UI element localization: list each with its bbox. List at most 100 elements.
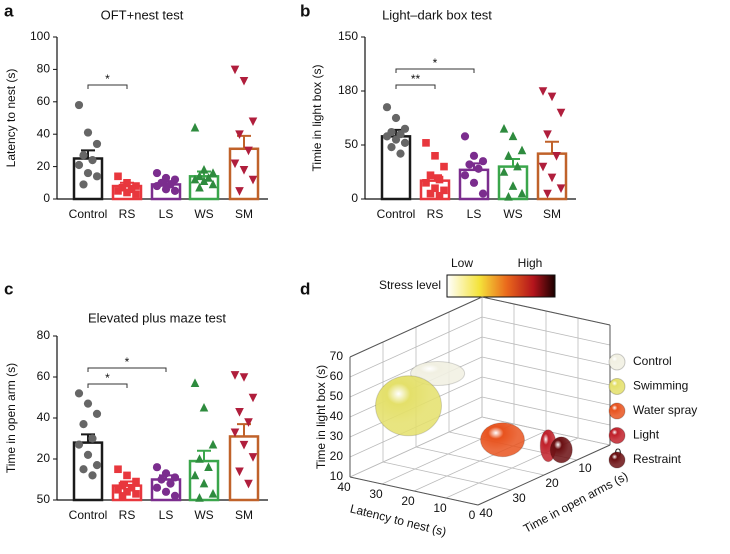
data-point xyxy=(435,191,444,200)
significance-bracket xyxy=(87,383,128,388)
data-point xyxy=(92,139,102,149)
data-point xyxy=(244,146,253,156)
y-axis-label: Time in open arms (s) xyxy=(521,469,630,536)
data-point xyxy=(543,189,552,199)
y-tick-label: 150 xyxy=(338,29,358,43)
x-tick-label: WS xyxy=(503,207,522,221)
panel-letter: b xyxy=(300,1,310,20)
data-point xyxy=(469,151,479,160)
data-point xyxy=(426,189,435,198)
y-tick-label: 50 xyxy=(345,137,359,151)
data-point xyxy=(127,483,136,492)
chart-title: Light–dark box test xyxy=(382,7,492,22)
data-point xyxy=(460,132,470,141)
data-point xyxy=(190,122,200,132)
z-tick-label: 40 xyxy=(330,409,344,423)
data-point xyxy=(435,175,444,184)
grid-line xyxy=(415,446,545,476)
data-point xyxy=(79,465,88,474)
data-point xyxy=(391,113,401,123)
x-tick-label: SM xyxy=(235,508,253,522)
data-point xyxy=(208,179,218,189)
data-point xyxy=(123,488,131,496)
z-tick-label: 30 xyxy=(330,429,344,443)
bubble xyxy=(480,422,525,458)
data-point xyxy=(88,471,97,480)
data-point xyxy=(152,483,162,492)
data-point xyxy=(235,408,244,417)
data-point xyxy=(230,371,240,380)
x-tick-label: SM xyxy=(543,207,561,221)
significance-label: * xyxy=(125,355,130,369)
data-point xyxy=(170,491,180,500)
data-point xyxy=(195,171,204,181)
data-point xyxy=(114,187,122,195)
data-point xyxy=(513,161,522,171)
data-point xyxy=(478,189,488,198)
data-point xyxy=(248,453,258,462)
y-tick-label: 20 xyxy=(37,159,51,173)
x-tick-label: 20 xyxy=(401,494,415,508)
data-point xyxy=(132,490,140,498)
data-point xyxy=(460,171,470,180)
data-point xyxy=(478,157,488,166)
y-tick-label: 20 xyxy=(37,451,51,465)
data-point xyxy=(132,190,140,198)
error-bar xyxy=(545,140,559,154)
data-point xyxy=(161,185,171,194)
data-point xyxy=(230,65,240,75)
data-point xyxy=(396,149,405,158)
y-tick-label: 60 xyxy=(37,94,51,108)
data-point xyxy=(248,393,258,403)
x-tick-label: SM xyxy=(235,207,253,221)
data-point xyxy=(161,469,171,478)
data-point xyxy=(547,173,557,183)
data-point xyxy=(547,92,557,102)
y-axis-label: Latency to nest (s) xyxy=(4,69,18,168)
significance-label: * xyxy=(105,371,110,385)
data-point xyxy=(208,489,218,498)
data-point xyxy=(431,152,439,160)
y-tick-label: 100 xyxy=(30,29,50,43)
data-point xyxy=(543,130,552,139)
data-point xyxy=(170,473,180,482)
colorbar-title: Stress level xyxy=(379,278,441,292)
data-point xyxy=(387,143,396,152)
data-point xyxy=(74,100,84,110)
data-point xyxy=(190,378,200,387)
y-tick-label: 40 xyxy=(37,126,51,140)
x-tick-label: RS xyxy=(119,207,136,221)
data-point xyxy=(161,487,171,496)
data-point xyxy=(118,481,127,490)
data-point xyxy=(230,428,240,438)
data-point xyxy=(204,173,213,182)
colorbar xyxy=(446,274,556,298)
y-tick-label: 30 xyxy=(512,491,526,505)
data-point xyxy=(499,167,509,176)
data-point xyxy=(556,184,566,193)
error-bar xyxy=(81,433,95,443)
data-point xyxy=(195,493,204,502)
panel-letter: d xyxy=(300,279,310,298)
data-point xyxy=(400,124,410,133)
y-tick-label: 0 xyxy=(351,191,358,205)
data-point xyxy=(422,139,430,147)
z-tick-label: 60 xyxy=(330,369,344,383)
x-tick-label: RS xyxy=(427,207,444,221)
x-tick-label: 40 xyxy=(337,480,351,494)
y-tick-label: 0 xyxy=(43,191,50,205)
box-edge xyxy=(481,296,611,326)
data-point xyxy=(474,164,483,173)
error-bar xyxy=(120,480,134,486)
data-point xyxy=(132,182,140,190)
data-point xyxy=(92,461,102,470)
data-point xyxy=(556,108,566,118)
x-tick-label: Control xyxy=(69,508,108,522)
y-axis-label: Timie in light box (s) xyxy=(310,65,324,172)
z-axis-label: Time in light box (s) xyxy=(314,365,328,469)
z-tick-label: 20 xyxy=(330,449,344,463)
data-point xyxy=(118,492,127,500)
data-point xyxy=(499,124,509,133)
bubble xyxy=(375,375,442,437)
